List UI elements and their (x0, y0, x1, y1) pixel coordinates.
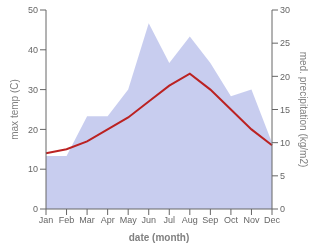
svg-text:Jan: Jan (39, 215, 54, 225)
svg-text:0: 0 (280, 204, 285, 214)
svg-text:15: 15 (280, 105, 290, 115)
svg-text:Sep: Sep (202, 215, 218, 225)
svg-text:max temp (C): max temp (C) (9, 79, 20, 140)
svg-text:0: 0 (33, 204, 38, 214)
svg-text:25: 25 (280, 38, 290, 48)
svg-text:10: 10 (280, 138, 290, 148)
svg-text:Jul: Jul (164, 215, 176, 225)
svg-text:Nov: Nov (243, 215, 260, 225)
svg-text:med. precipitation (kg/m2): med. precipitation (kg/m2) (298, 52, 309, 168)
svg-text:20: 20 (280, 72, 290, 82)
svg-text:Jun: Jun (141, 215, 156, 225)
svg-text:Apr: Apr (101, 215, 115, 225)
svg-text:date (month): date (month) (129, 232, 190, 243)
svg-text:May: May (120, 215, 138, 225)
svg-text:10: 10 (28, 164, 38, 174)
svg-text:Aug: Aug (182, 215, 198, 225)
svg-text:Mar: Mar (79, 215, 95, 225)
svg-text:20: 20 (28, 125, 38, 135)
svg-text:50: 50 (28, 5, 38, 15)
svg-text:5: 5 (280, 171, 285, 181)
svg-text:40: 40 (28, 45, 38, 55)
svg-text:30: 30 (28, 85, 38, 95)
svg-text:Dec: Dec (264, 215, 281, 225)
svg-text:30: 30 (280, 5, 290, 15)
svg-text:Oct: Oct (224, 215, 239, 225)
svg-text:Feb: Feb (59, 215, 75, 225)
